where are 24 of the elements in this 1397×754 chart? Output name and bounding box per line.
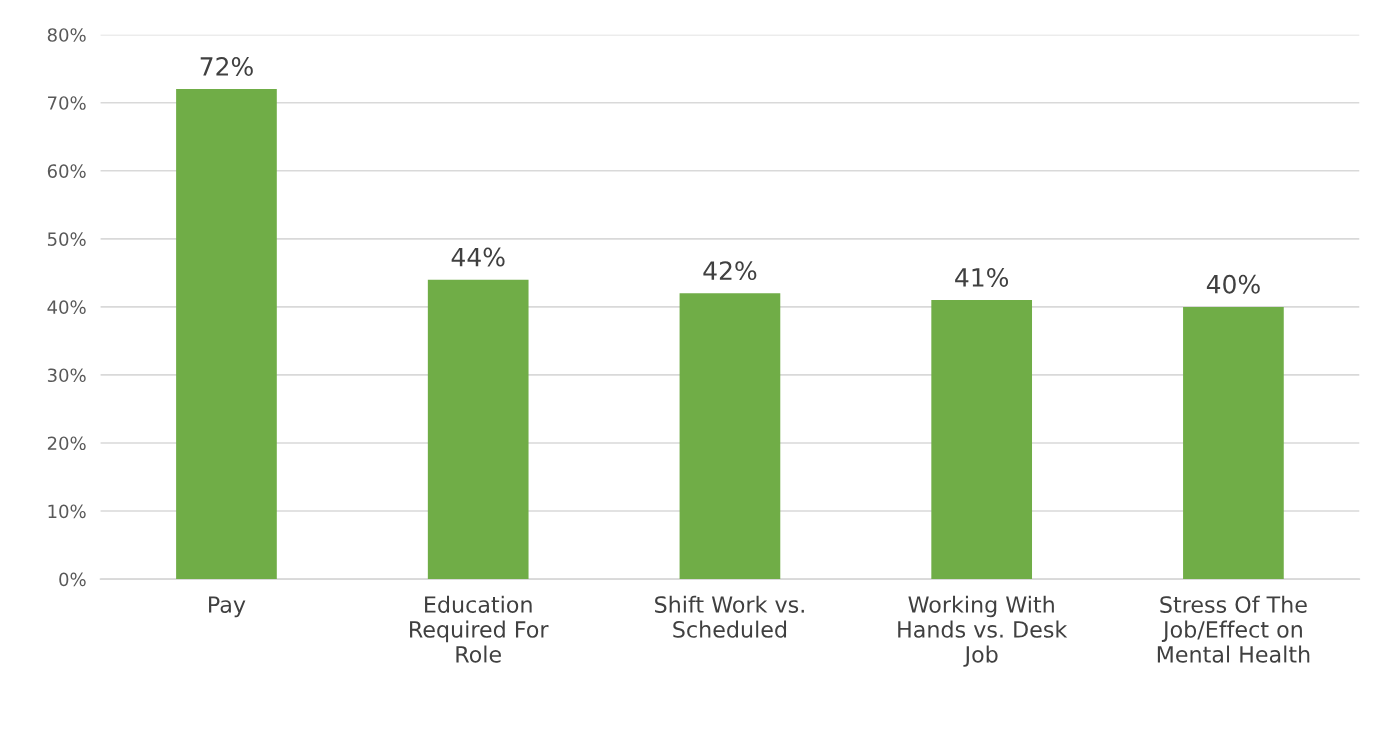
y-tick-label: 30% [47, 368, 86, 383]
y-tick-label: 40% [47, 300, 86, 314]
x-tick-label: Education Required For Role [410, 595, 549, 663]
x-tick-label: Working With Hands vs. Desk Job [898, 595, 1068, 667]
bar [176, 89, 277, 580]
bar [931, 300, 1033, 580]
data-label: 41% [955, 267, 1009, 287]
bar [427, 279, 529, 580]
y-tick-label: 50% [47, 232, 86, 246]
x-tick-label: Shift Work vs. Scheduled [655, 595, 804, 638]
y-tick-label: 10% [48, 504, 86, 519]
bar [679, 293, 781, 580]
y-tick-label: 0% [59, 572, 86, 587]
x-tick-label: Pay [209, 596, 246, 618]
y-tick-label: 20% [47, 436, 86, 451]
y-tick-label: 70% [48, 96, 86, 110]
data-label: 42% [703, 261, 757, 281]
y-tick-label: 80% [47, 28, 86, 42]
data-label: 40% [1206, 274, 1260, 294]
x-tick-label: Stress Of The Job/Effect on Mental Health [1157, 595, 1310, 663]
y-tick-label: 60% [47, 164, 86, 178]
data-label: 72% [200, 57, 253, 76]
bar [1183, 306, 1284, 580]
data-label: 44% [451, 247, 505, 267]
